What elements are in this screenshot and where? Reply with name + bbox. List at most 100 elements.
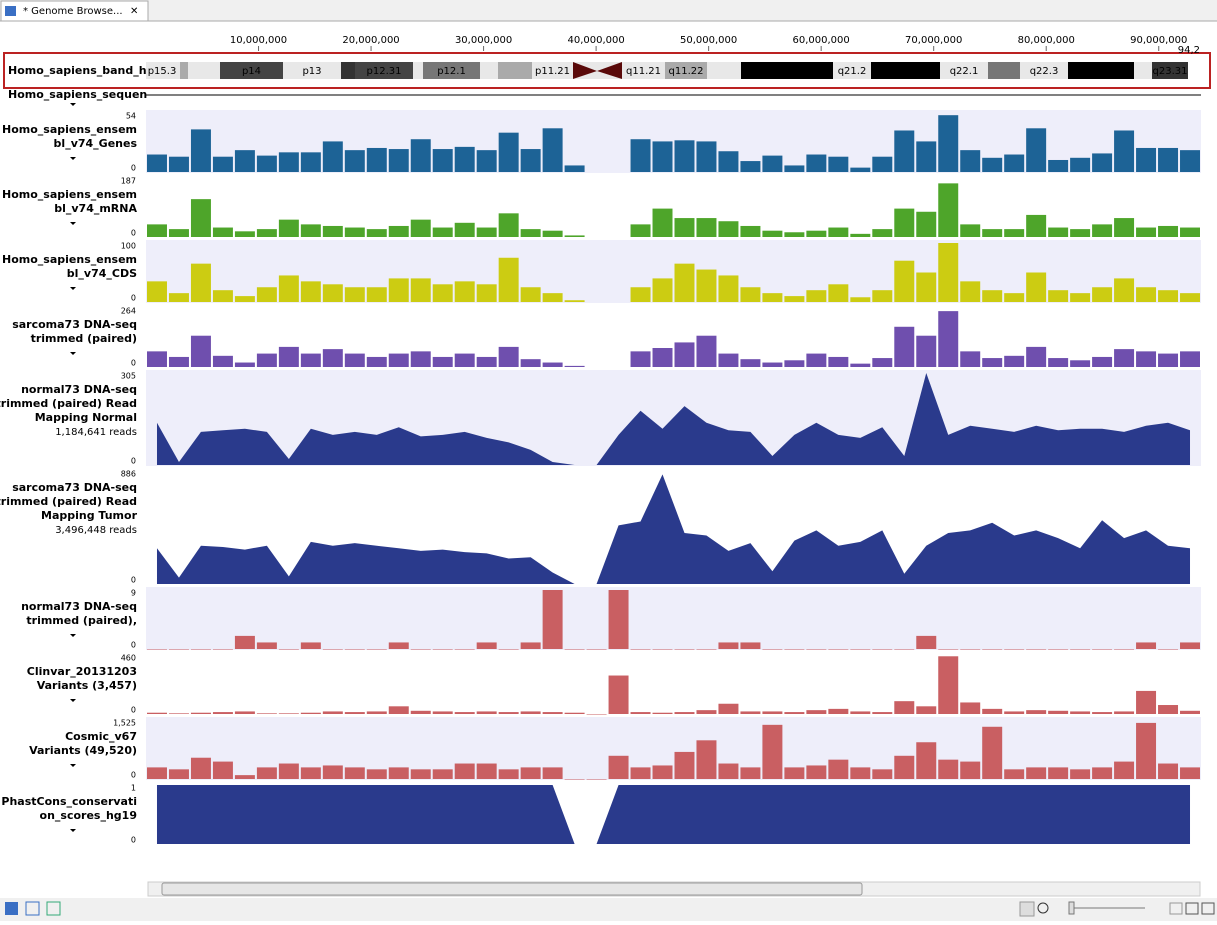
ruler-label: 50,000,000	[680, 35, 737, 46]
bar	[828, 227, 849, 237]
bar	[234, 296, 255, 302]
bar	[1004, 293, 1025, 302]
track-min: 0	[131, 836, 136, 845]
bar	[1114, 130, 1135, 172]
bar	[256, 229, 277, 237]
table-icon[interactable]	[25, 901, 40, 916]
bar	[982, 708, 1003, 714]
bar	[388, 353, 409, 367]
bar	[674, 342, 695, 367]
bar	[938, 649, 959, 650]
bar	[630, 351, 651, 367]
bar	[652, 208, 673, 237]
bar	[300, 712, 321, 714]
bar	[190, 129, 211, 172]
view-icon[interactable]	[5, 902, 18, 915]
band-label: p13	[302, 66, 321, 77]
bar	[300, 642, 321, 649]
track-max: 264	[121, 307, 136, 316]
bar	[872, 769, 893, 779]
bar	[190, 712, 211, 714]
bar	[147, 649, 167, 650]
bar	[894, 755, 915, 779]
bar	[147, 224, 167, 237]
track-background	[146, 110, 1201, 173]
bar	[366, 711, 387, 714]
bar	[190, 335, 211, 367]
bar	[586, 714, 607, 715]
bar	[498, 132, 519, 172]
bar	[168, 356, 189, 367]
track-label: Homo_sapiens_ensem	[2, 188, 137, 201]
bar	[652, 765, 673, 779]
bar	[234, 231, 255, 237]
bar	[1048, 767, 1069, 779]
band	[988, 62, 1020, 79]
track-max: 187	[121, 177, 136, 186]
track-max: 305	[121, 372, 136, 381]
bar	[256, 713, 277, 714]
bar	[344, 712, 365, 714]
zoom-handle[interactable]	[1068, 901, 1075, 915]
bar	[1070, 360, 1091, 367]
bar	[894, 326, 915, 367]
bar	[520, 287, 541, 302]
track-background	[146, 240, 1201, 303]
bar	[344, 287, 365, 302]
tab-icon	[5, 6, 16, 16]
bar	[718, 642, 739, 649]
bar	[542, 767, 563, 779]
bar	[982, 157, 1003, 172]
fit-width-button[interactable]	[1185, 902, 1199, 915]
select-tool[interactable]	[1019, 901, 1035, 917]
bar	[498, 769, 519, 779]
bar	[784, 767, 805, 779]
band-label: q11.22	[669, 66, 704, 77]
scrollbar-thumb[interactable]	[161, 882, 863, 896]
track-label: normal73 DNA-seq	[21, 600, 137, 613]
bar	[762, 724, 783, 779]
bar	[147, 351, 167, 367]
fit-button[interactable]	[1169, 902, 1183, 915]
bar	[1004, 649, 1025, 650]
bar	[982, 358, 1003, 367]
bar	[784, 712, 805, 714]
bar	[806, 154, 827, 172]
bar	[454, 222, 475, 237]
history-icon[interactable]	[46, 901, 61, 916]
bar	[388, 642, 409, 649]
bar	[564, 165, 585, 172]
bar	[168, 229, 189, 237]
band-label: q21.3	[891, 66, 920, 77]
tab-close[interactable]: ✕	[130, 6, 138, 17]
bar	[1158, 705, 1179, 714]
bar	[278, 713, 299, 714]
bar	[366, 229, 387, 237]
bar	[696, 740, 717, 779]
zoom-tool[interactable]	[1037, 902, 1049, 914]
bar	[1114, 349, 1135, 367]
bar	[806, 765, 827, 779]
bar	[1136, 351, 1157, 367]
track-min: 0	[131, 457, 136, 466]
bar	[1004, 355, 1025, 367]
track-label: PhastCons_conservati	[1, 795, 137, 808]
bar	[366, 649, 387, 650]
bar	[542, 293, 563, 302]
ruler-label: 90,000,000	[1130, 35, 1187, 46]
track-label: Variants (49,520)	[29, 744, 137, 757]
dropdown-arrow	[70, 764, 76, 767]
actual-size-button[interactable]	[1201, 902, 1215, 915]
bar	[784, 165, 805, 172]
bar	[696, 335, 717, 367]
track-label: on_scores_hg19	[40, 809, 137, 822]
bar	[674, 751, 695, 779]
bar	[168, 713, 189, 714]
dropdown-arrow	[70, 103, 76, 106]
bar	[828, 708, 849, 714]
bar	[1092, 224, 1113, 237]
bar	[542, 362, 563, 367]
bar	[1092, 287, 1113, 302]
track-label: Homo_sapiens_sequen	[8, 88, 147, 101]
bar	[542, 230, 563, 237]
